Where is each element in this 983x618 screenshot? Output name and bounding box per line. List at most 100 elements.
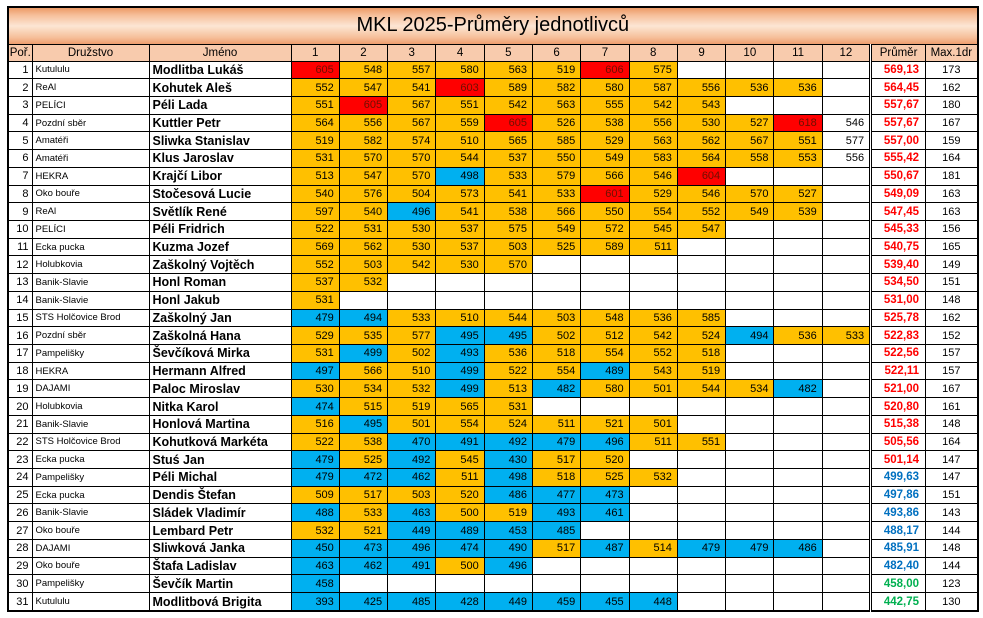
cell-score[interactable] xyxy=(676,237,727,257)
cell-score[interactable]: 589 xyxy=(483,78,533,97)
cell-score[interactable]: 554 xyxy=(628,202,678,221)
cell-score[interactable] xyxy=(821,414,872,434)
cell-score[interactable]: 587 xyxy=(628,78,678,97)
cell-team[interactable]: Banik-Slavie xyxy=(31,273,150,292)
cell-score[interactable]: 474 xyxy=(435,538,485,558)
cell-score[interactable] xyxy=(773,574,823,594)
cell-score[interactable]: 532 xyxy=(290,521,340,540)
cell-rank[interactable]: 18 xyxy=(7,361,33,381)
cell-score[interactable]: 492 xyxy=(483,432,533,452)
cell-average[interactable]: 521,00 xyxy=(869,379,927,399)
cell-name[interactable]: Péli Fridrich xyxy=(148,219,292,239)
cell-score[interactable]: 500 xyxy=(435,556,485,576)
cell-score[interactable]: 532 xyxy=(338,273,389,292)
cell-score[interactable]: 553 xyxy=(773,149,823,168)
cell-score[interactable] xyxy=(725,95,775,115)
cell-score[interactable] xyxy=(387,273,437,292)
cell-score[interactable]: 570 xyxy=(725,184,775,204)
cell-score[interactable] xyxy=(821,503,872,523)
cell-team[interactable]: Pampelišky xyxy=(31,468,150,487)
cell-score[interactable]: 511 xyxy=(628,237,678,257)
cell-score[interactable]: 601 xyxy=(580,184,630,204)
cell-score[interactable]: 525 xyxy=(338,450,389,470)
cell-score[interactable]: 605 xyxy=(290,60,340,80)
cell-score[interactable]: 479 xyxy=(725,538,775,558)
cell-score[interactable] xyxy=(821,308,872,328)
cell-score[interactable]: 493 xyxy=(435,344,485,363)
cell-rank[interactable]: 29 xyxy=(7,556,33,576)
cell-score[interactable]: 552 xyxy=(290,255,340,275)
cell-name[interactable]: Světlík René xyxy=(148,202,292,221)
cell-name[interactable]: Honl Jakub xyxy=(148,290,292,310)
cell-score[interactable]: 556 xyxy=(821,149,872,168)
cell-score[interactable]: 533 xyxy=(531,184,582,204)
cell-name[interactable]: Modlitbová Brigita xyxy=(148,592,292,612)
cell-average[interactable]: 540,75 xyxy=(869,237,927,257)
cell-score[interactable] xyxy=(821,521,872,540)
cell-max[interactable]: 143 xyxy=(925,503,979,523)
cell-team[interactable]: DAJAMI xyxy=(31,379,150,399)
cell-score[interactable]: 531 xyxy=(290,290,340,310)
cell-name[interactable]: Nitka Karol xyxy=(148,397,292,416)
cell-rank[interactable]: 11 xyxy=(7,237,33,257)
cell-score[interactable]: 526 xyxy=(531,113,582,133)
cell-score[interactable]: 510 xyxy=(435,308,485,328)
cell-score[interactable]: 541 xyxy=(435,202,485,221)
cell-score[interactable]: 519 xyxy=(531,60,582,80)
cell-score[interactable]: 470 xyxy=(387,432,437,452)
cell-name[interactable]: Klus Jaroslav xyxy=(148,149,292,168)
cell-name[interactable]: Hermann Alfred xyxy=(148,361,292,381)
cell-score[interactable] xyxy=(628,450,678,470)
cell-score[interactable] xyxy=(725,219,775,239)
cell-score[interactable] xyxy=(725,414,775,434)
cell-team[interactable]: ReAl xyxy=(31,202,150,221)
cell-score[interactable]: 536 xyxy=(773,326,823,345)
cell-score[interactable]: 453 xyxy=(483,521,533,540)
cell-score[interactable]: 540 xyxy=(290,184,340,204)
cell-score[interactable]: 544 xyxy=(676,379,727,399)
cell-name[interactable]: Zaškolná Hana xyxy=(148,326,292,345)
cell-score[interactable] xyxy=(821,60,872,80)
cell-score[interactable] xyxy=(821,184,872,204)
cell-score[interactable]: 529 xyxy=(628,184,678,204)
cell-score[interactable] xyxy=(773,95,823,115)
cell-score[interactable] xyxy=(821,379,872,399)
cell-score[interactable]: 562 xyxy=(338,237,389,257)
cell-score[interactable] xyxy=(821,556,872,576)
cell-score[interactable]: 450 xyxy=(290,538,340,558)
cell-team[interactable]: PELÍCI xyxy=(31,219,150,239)
cell-score[interactable]: 514 xyxy=(628,538,678,558)
cell-score[interactable]: 582 xyxy=(338,131,389,151)
cell-score[interactable]: 583 xyxy=(628,149,678,168)
cell-score[interactable]: 562 xyxy=(676,131,727,151)
cell-rank[interactable]: 7 xyxy=(7,166,33,186)
cell-score[interactable]: 576 xyxy=(338,184,389,204)
cell-score[interactable] xyxy=(773,273,823,292)
cell-name[interactable]: Honlová Martina xyxy=(148,414,292,434)
cell-score[interactable] xyxy=(821,574,872,594)
cell-team[interactable]: ReAl xyxy=(31,78,150,97)
cell-score[interactable] xyxy=(628,290,678,310)
cell-score[interactable] xyxy=(387,290,437,310)
cell-name[interactable]: Sliwková Janka xyxy=(148,538,292,558)
cell-max[interactable]: 147 xyxy=(925,468,979,487)
cell-score[interactable]: 496 xyxy=(387,202,437,221)
cell-team[interactable]: Banik-Slavie xyxy=(31,414,150,434)
cell-team[interactable]: Ecka pucka xyxy=(31,485,150,505)
cell-score[interactable] xyxy=(821,290,872,310)
cell-score[interactable] xyxy=(725,485,775,505)
cell-team[interactable]: PELÍCI xyxy=(31,95,150,115)
cell-rank[interactable]: 30 xyxy=(7,574,33,594)
cell-max[interactable]: 164 xyxy=(925,432,979,452)
cell-name[interactable]: Zaškolný Vojtěch xyxy=(148,255,292,275)
cell-score[interactable]: 472 xyxy=(338,468,389,487)
cell-score[interactable]: 544 xyxy=(435,149,485,168)
cell-score[interactable]: 497 xyxy=(290,361,340,381)
cell-score[interactable] xyxy=(628,397,678,416)
cell-score[interactable]: 533 xyxy=(483,166,533,186)
cell-score[interactable] xyxy=(821,485,872,505)
cell-score[interactable]: 563 xyxy=(531,95,582,115)
cell-score[interactable]: 603 xyxy=(435,78,485,97)
cell-score[interactable] xyxy=(725,308,775,328)
cell-score[interactable]: 500 xyxy=(435,503,485,523)
